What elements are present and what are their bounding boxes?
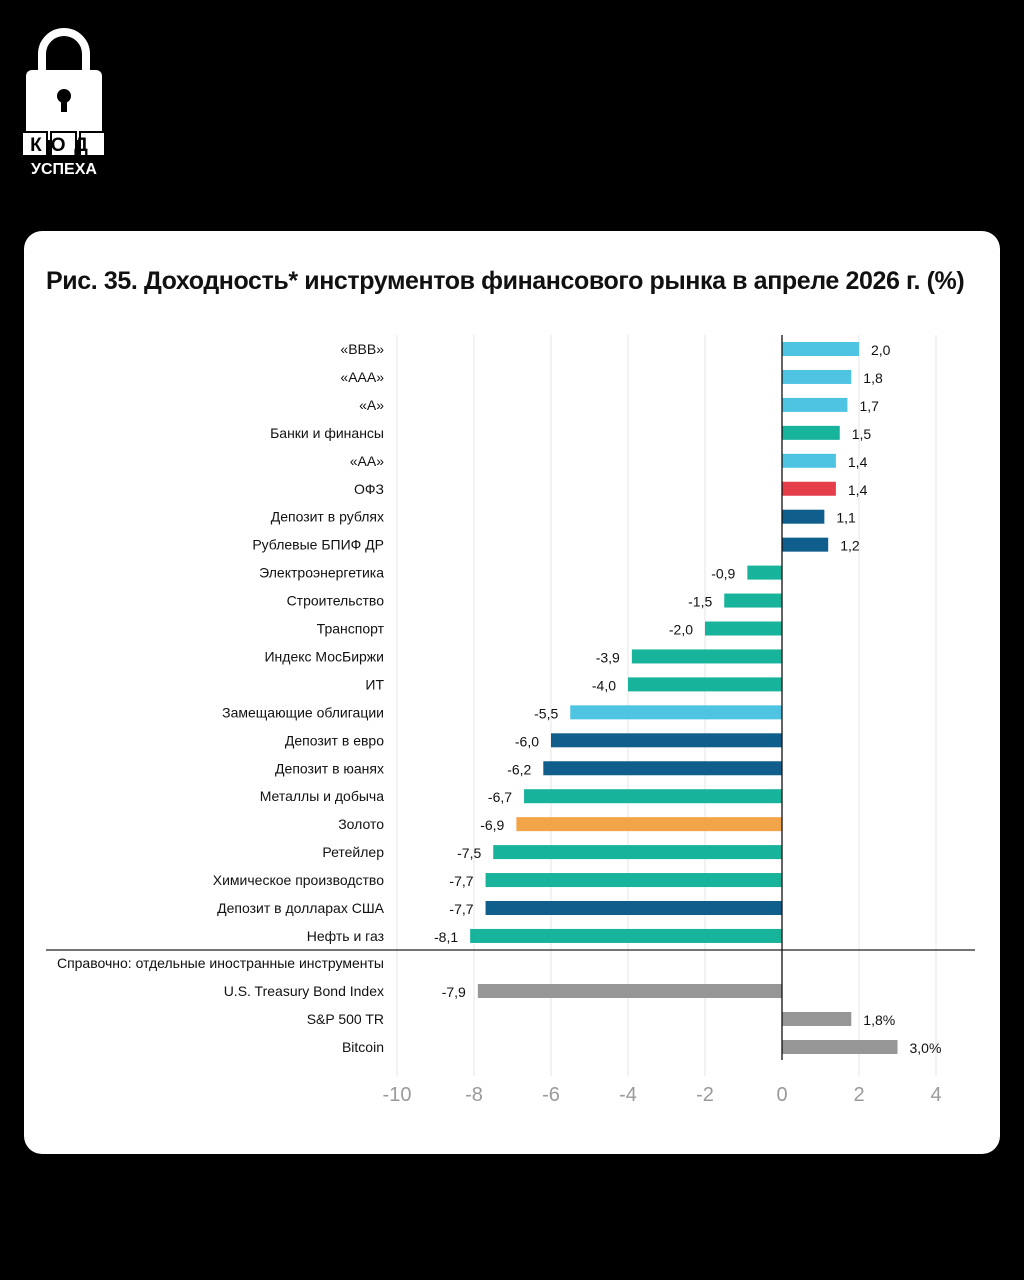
bar: [493, 845, 782, 860]
x-tick-label: -4: [619, 1084, 637, 1106]
category-label: Депозит в рублях: [271, 509, 384, 525]
value-label: -7,7: [449, 873, 473, 889]
bar: [485, 873, 782, 888]
value-label: 1,5: [852, 426, 872, 442]
category-label: Замещающие облигации: [222, 704, 384, 720]
category-label: Химическое производство: [213, 872, 384, 888]
reference-section-label: Справочно: отдельные иностранные инструм…: [57, 955, 384, 971]
value-label: -8,1: [434, 929, 458, 945]
category-label: Нефть и газ: [307, 928, 384, 944]
category-label: Депозит в евро: [285, 732, 384, 748]
value-label: -7,7: [449, 901, 473, 917]
logo-box-2: [50, 131, 77, 157]
value-label: -3,9: [596, 649, 620, 665]
category-label: «AAA»: [340, 369, 384, 385]
bar: [747, 565, 782, 580]
category-label: Золото: [338, 816, 384, 832]
bar-chart: «BBB» 2,0 «AAA» 1,8 «A» 1,7 Банки и финансы 1,5…: [46, 335, 975, 1106]
value-label: -6,0: [515, 733, 539, 749]
bar: [551, 733, 782, 748]
bar: [524, 789, 782, 804]
bar-reference: [782, 1040, 898, 1054]
x-tick-label: 4: [930, 1084, 941, 1106]
category-label: Депозит в юанях: [275, 760, 384, 776]
bar-reference: [477, 984, 782, 998]
value-label: 1,8: [863, 370, 883, 386]
bar: [516, 817, 782, 832]
keyhole-icon: [57, 89, 71, 103]
category-label: S&P 500 TR: [307, 1011, 384, 1027]
value-label: -5,5: [534, 705, 558, 721]
bar: [705, 621, 782, 636]
value-label: -6,7: [488, 789, 512, 805]
bar: [782, 537, 829, 552]
category-label: ОФЗ: [354, 481, 384, 497]
value-label: 1,4: [848, 454, 868, 470]
chart-card: Рис. 35. Доходность* инструментов финанс…: [24, 231, 1000, 1154]
value-label: -1,5: [688, 594, 712, 610]
value-label: -6,9: [480, 817, 504, 833]
value-label: 3,0%: [910, 1040, 942, 1056]
value-label: 1,2: [840, 538, 860, 554]
category-label: «BBB»: [340, 341, 384, 357]
bar: [782, 342, 859, 356]
x-tick-label: 0: [776, 1084, 787, 1106]
bar: [782, 481, 836, 496]
bar-reference: [782, 1012, 852, 1026]
category-label: Bitcoin: [342, 1039, 384, 1055]
category-label: Электроэнергетика: [259, 565, 384, 581]
bar: [782, 509, 825, 524]
value-label: -6,2: [507, 761, 531, 777]
category-label: Депозит в долларах США: [217, 900, 385, 916]
bar: [470, 928, 782, 943]
value-label: 1,7: [859, 398, 879, 414]
logo-line-2: УСПЕХА: [31, 161, 97, 178]
bar: [782, 369, 852, 384]
value-label: -7,5: [457, 845, 481, 861]
category-label: Ретейлер: [322, 844, 384, 860]
bar: [782, 397, 848, 412]
bar: [782, 453, 836, 468]
logo-line-1: КОД: [30, 135, 97, 156]
x-tick-label: -8: [465, 1084, 483, 1106]
x-tick-label: 2: [853, 1084, 864, 1106]
value-label: 1,4: [848, 482, 868, 498]
category-label: «A»: [359, 397, 384, 413]
category-label: Банки и финансы: [270, 425, 384, 441]
category-label: U.S. Treasury Bond Index: [224, 983, 384, 999]
category-label: Металлы и добыча: [260, 788, 385, 804]
value-label: -7,9: [442, 984, 466, 1000]
bar: [628, 677, 782, 692]
x-tick-label: -10: [383, 1084, 412, 1106]
category-label: Индекс МосБиржи: [264, 648, 384, 664]
value-label: -0,9: [711, 566, 735, 582]
x-tick-label: -6: [542, 1084, 560, 1106]
value-label: -4,0: [592, 677, 616, 693]
lock-shackle-icon: [38, 28, 90, 72]
x-tick-label: -2: [696, 1084, 714, 1106]
bar: [485, 901, 782, 915]
bar: [543, 761, 782, 776]
value-label: 1,1: [836, 510, 856, 526]
value-label: -2,0: [669, 622, 693, 638]
logo-box-1: [21, 131, 48, 157]
logo-box-3: [79, 131, 106, 157]
bar: [570, 705, 782, 720]
value-label: 2,0: [871, 342, 891, 358]
category-label: Рублевые БПИФ ДР: [252, 537, 384, 553]
chart-title: Рис. 35. Доходность* инструментов финанс…: [46, 267, 965, 295]
kod-uspekha-logo: КОД УСПЕХА: [21, 28, 106, 178]
category-label: Строительство: [287, 593, 385, 609]
category-label: «AA»: [350, 453, 384, 469]
keyhole-slot-icon: [61, 98, 67, 112]
value-label: 1,8%: [863, 1012, 895, 1028]
category-label: ИТ: [365, 676, 384, 692]
category-label: Транспорт: [317, 621, 385, 637]
bar: [724, 593, 782, 608]
bar: [782, 425, 840, 440]
bar: [631, 649, 782, 664]
